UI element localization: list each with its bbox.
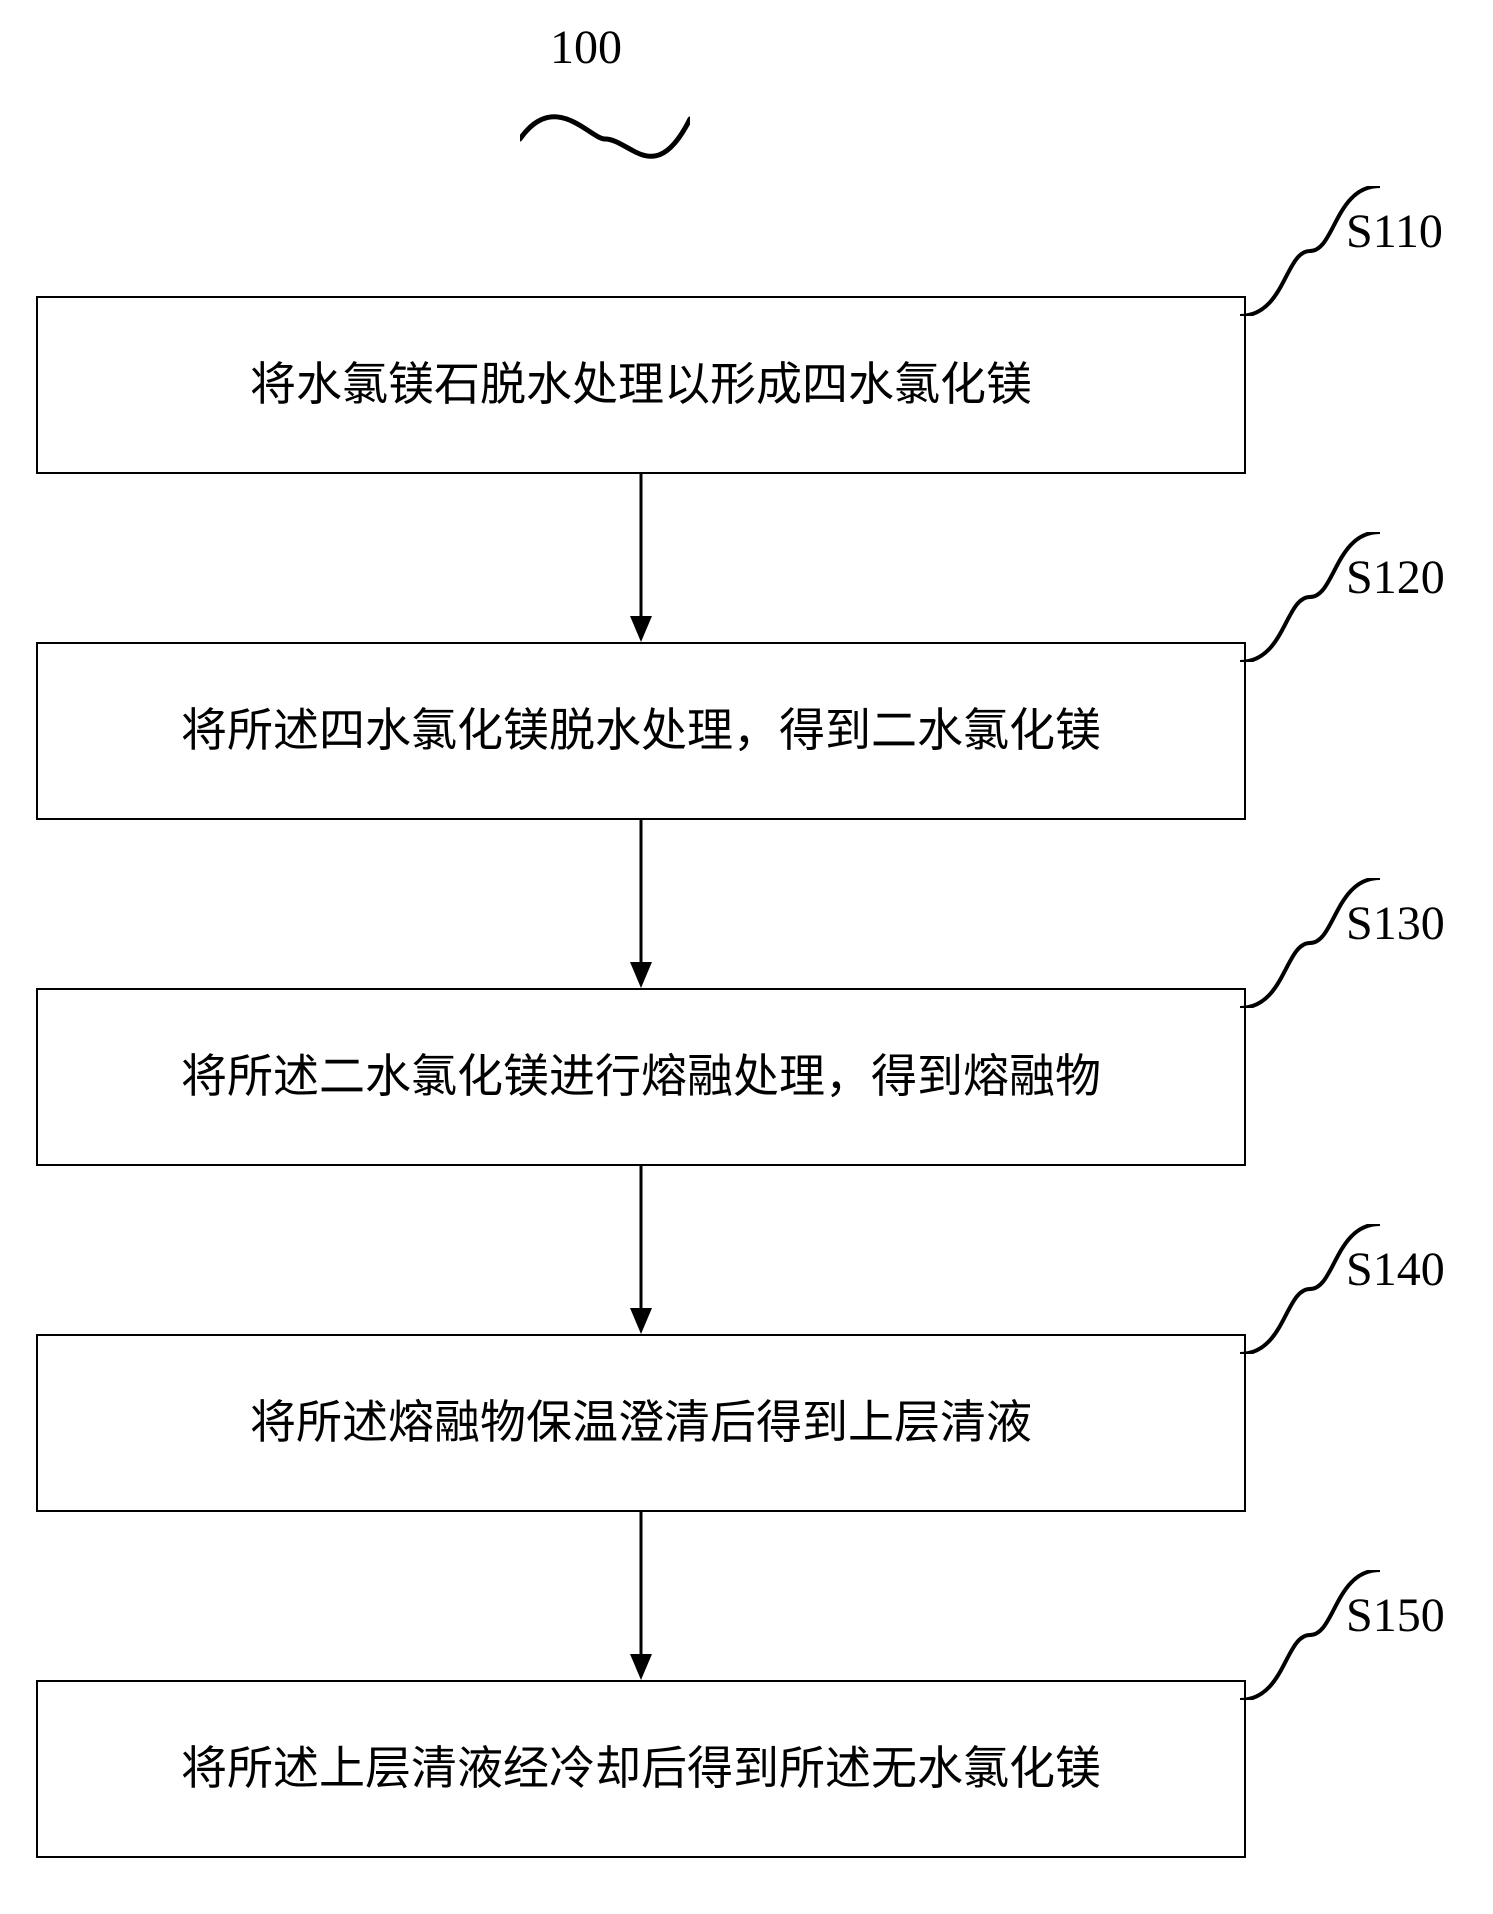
step-box-s150: 将所述上层清液经冷却后得到所述无水氯化镁 (36, 1680, 1246, 1858)
arrow-s120-to-s130 (621, 820, 661, 988)
diagram-id-label: 100 (550, 20, 622, 75)
flowchart-canvas: 100 将水氯镁石脱水处理以形成四水氯化镁S110将所述四水氯化镁脱水处理，得到… (0, 0, 1493, 1914)
connector-s130 (1240, 878, 1380, 1008)
step-text: 将水氯镁石脱水处理以形成四水氯化镁 (250, 355, 1032, 415)
step-box-s130: 将所述二水氯化镁进行熔融处理，得到熔融物 (36, 988, 1246, 1166)
step-box-s120: 将所述四水氯化镁脱水处理，得到二水氯化镁 (36, 642, 1246, 820)
step-box-s110: 将水氯镁石脱水处理以形成四水氯化镁 (36, 296, 1246, 474)
connector-s150 (1240, 1570, 1380, 1700)
step-text: 将所述熔融物保温澄清后得到上层清液 (250, 1393, 1032, 1453)
step-text: 将所述二水氯化镁进行熔融处理，得到熔融物 (181, 1047, 1101, 1107)
arrow-s130-to-s140 (621, 1166, 661, 1334)
tilde-mark (520, 94, 690, 164)
step-text: 将所述四水氯化镁脱水处理，得到二水氯化镁 (181, 701, 1101, 761)
step-box-s140: 将所述熔融物保温澄清后得到上层清液 (36, 1334, 1246, 1512)
connector-s140 (1240, 1224, 1380, 1354)
connector-s120 (1240, 532, 1380, 662)
connector-s110 (1240, 186, 1380, 316)
step-text: 将所述上层清液经冷却后得到所述无水氯化镁 (181, 1739, 1101, 1799)
arrow-s140-to-s150 (621, 1512, 661, 1680)
arrow-s110-to-s120 (621, 474, 661, 642)
